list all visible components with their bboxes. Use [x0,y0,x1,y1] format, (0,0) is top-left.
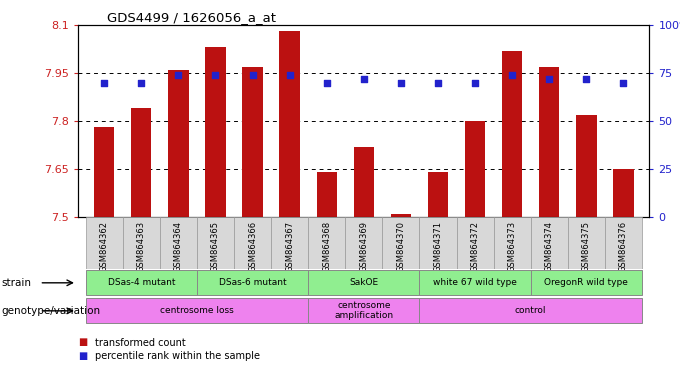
Text: control: control [515,306,547,315]
Bar [86,298,308,323]
Bar [465,121,486,217]
Bar [345,217,382,269]
Bar [308,270,420,295]
Bar [131,108,152,217]
Text: GSM864375: GSM864375 [582,221,591,272]
Bar [94,127,114,217]
Text: GSM864363: GSM864363 [137,221,146,272]
Bar [391,214,411,217]
Text: OregonR wild type: OregonR wild type [545,278,628,287]
Bar [568,217,605,269]
Point [396,79,407,86]
Bar [86,217,122,269]
Bar [576,114,596,217]
Bar [86,270,197,295]
Bar [605,217,642,269]
Point [544,76,555,82]
Bar [205,47,226,217]
Bar [316,172,337,217]
Point [470,79,481,86]
Bar [502,51,522,217]
Point [284,72,295,78]
Bar [234,217,271,269]
Bar [308,217,345,269]
Text: SakOE: SakOE [350,278,378,287]
Bar [160,217,197,269]
Bar [530,270,642,295]
Text: DSas-4 mutant: DSas-4 mutant [107,278,175,287]
Text: GSM864372: GSM864372 [471,221,479,272]
Text: ■: ■ [78,337,88,347]
Text: ■: ■ [78,351,88,361]
Point [581,76,592,82]
Text: DSas-6 mutant: DSas-6 mutant [219,278,286,287]
Point [99,79,109,86]
Bar [428,172,448,217]
Bar [420,270,530,295]
Point [173,72,184,78]
Text: genotype/variation: genotype/variation [1,306,101,316]
Point [432,79,443,86]
Bar [494,217,530,269]
Text: GSM864373: GSM864373 [508,221,517,272]
Text: strain: strain [1,278,31,288]
Bar [197,270,308,295]
Text: GSM864364: GSM864364 [174,221,183,272]
Bar [613,169,634,217]
Text: GSM864370: GSM864370 [396,221,405,272]
Point [136,79,147,86]
Point [507,72,517,78]
Bar [539,66,560,217]
Bar [420,298,642,323]
Text: GSM864368: GSM864368 [322,221,331,272]
Bar [242,66,262,217]
Bar [382,217,420,269]
Bar [197,217,234,269]
Bar [122,217,160,269]
Text: GSM864369: GSM864369 [359,221,369,272]
Text: GSM864367: GSM864367 [285,221,294,272]
Text: white 67 wild type: white 67 wild type [433,278,517,287]
Text: percentile rank within the sample: percentile rank within the sample [95,351,260,361]
Point [321,79,332,86]
Text: GSM864365: GSM864365 [211,221,220,272]
Text: transformed count: transformed count [95,338,186,348]
Text: centrosome
amplification: centrosome amplification [335,301,393,320]
Text: GSM864371: GSM864371 [433,221,443,272]
Text: GSM864374: GSM864374 [545,221,554,272]
Point [358,76,369,82]
Point [210,72,221,78]
Text: GSM864366: GSM864366 [248,221,257,272]
Bar [456,217,494,269]
Text: centrosome loss: centrosome loss [160,306,234,315]
Text: GSM864376: GSM864376 [619,221,628,272]
Point [247,72,258,78]
Bar [420,217,456,269]
Bar [530,217,568,269]
Text: GSM864362: GSM864362 [100,221,109,272]
Bar [271,217,308,269]
Bar [168,70,188,217]
Text: GDS4499 / 1626056_a_at: GDS4499 / 1626056_a_at [107,11,276,24]
Bar [308,298,420,323]
Bar [279,31,300,217]
Bar [354,147,374,217]
Point [618,79,629,86]
